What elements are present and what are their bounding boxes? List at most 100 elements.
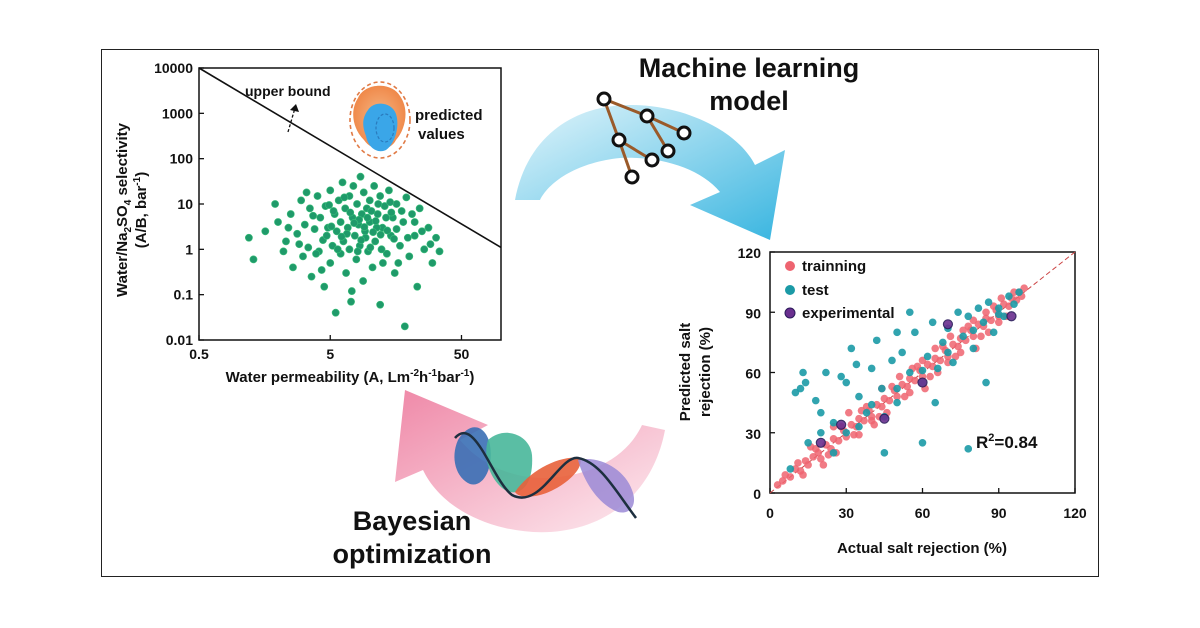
chart2-point-test — [817, 428, 825, 437]
chart1-point — [326, 186, 335, 195]
chart2-point-test — [905, 308, 914, 317]
chart2-point-experimental — [879, 413, 890, 424]
chart1-point — [418, 227, 426, 236]
chart1-ylabel-line1: Water/Na2SO4 selectivity — [114, 122, 134, 297]
chart2-point-training — [786, 473, 795, 481]
chart1-ylabel-line2: (A/B, bar-1) — [132, 172, 150, 248]
chart2-point-training — [951, 352, 960, 361]
chart1-point — [366, 243, 375, 252]
chart1-point — [332, 227, 341, 236]
legend-label-training: trainning — [802, 258, 866, 275]
chart1-point — [382, 213, 390, 222]
chart1-ytick-label: 0.01 — [166, 332, 193, 348]
chart1-point — [289, 263, 297, 272]
chart2-point-training — [969, 332, 978, 341]
r2-annotation: R2=0.84 — [976, 432, 1038, 452]
chart2-point-test — [931, 398, 940, 407]
chart2-xtick-label: 30 — [838, 505, 854, 521]
chart1-point — [279, 247, 288, 256]
chart1-point — [367, 207, 376, 215]
chart2-point-test — [984, 298, 993, 307]
chart2-ytick-label: 120 — [738, 245, 762, 261]
chart1-point — [390, 269, 399, 277]
chart2-point-experimental — [942, 319, 954, 330]
chart1-point — [428, 259, 437, 267]
chart1-point — [359, 277, 368, 285]
chart2-point-test — [822, 368, 830, 377]
chart2-point-test — [880, 449, 889, 457]
chart1-point — [282, 237, 290, 246]
chart1-point — [377, 245, 386, 254]
chart2-point-training — [954, 342, 962, 351]
chart1-point — [373, 210, 382, 218]
chart-parity: 0 30 60 90 120 0 30 60 90 120 trainning test exp… — [677, 245, 1087, 557]
figure-frame — [101, 49, 1099, 577]
chart1-point — [349, 182, 358, 190]
chart2-xtick-label: 120 — [1063, 505, 1087, 521]
chart2-point-test — [989, 328, 998, 337]
chart1-point — [333, 245, 342, 254]
chart2-point-test — [837, 372, 845, 381]
chart2-point-training — [860, 416, 868, 425]
chart2-ytick-label: 0 — [753, 486, 761, 502]
chart1-point — [385, 186, 393, 195]
chart2-point-training — [834, 436, 843, 445]
chart2-point-test — [829, 449, 838, 457]
chart2-point-training — [987, 316, 995, 325]
chart1-ytick-label: 100 — [170, 151, 194, 167]
chart2-point-training — [900, 392, 909, 401]
chart2-point-training — [982, 308, 990, 317]
chart1-point — [359, 188, 368, 197]
chart1-point — [271, 200, 279, 208]
chart2-point-test — [811, 396, 820, 405]
chart2-point-experimental — [917, 377, 928, 388]
chart2-point-test — [1015, 288, 1023, 296]
chart2-point-test — [979, 318, 988, 327]
chart1-ytick-label: 1 — [185, 241, 193, 257]
chart1-point — [413, 282, 422, 291]
chart1-point — [397, 207, 406, 215]
chart2-point-training — [969, 316, 978, 325]
legend-marker-test — [785, 285, 795, 295]
chart2-point-test — [918, 366, 927, 375]
chart2-point-experimental — [836, 419, 847, 430]
chart2-point-test — [954, 308, 962, 317]
chart2-point-test — [1005, 292, 1013, 300]
chart2-point-test — [867, 364, 876, 373]
chart2-point-test — [888, 356, 896, 365]
chart2-point-training — [918, 356, 927, 365]
chart2-point-test — [842, 378, 851, 387]
chart1-point — [365, 196, 374, 205]
chart1-ytick-label: 10 — [177, 196, 193, 212]
chart1-point — [386, 198, 395, 207]
chart1-ytick-label: 10000 — [154, 60, 193, 76]
chart1-ytick-label: 0.1 — [174, 287, 194, 303]
chart1-point — [432, 233, 440, 242]
chart1-point — [313, 192, 322, 200]
chart2-point-test — [791, 388, 800, 397]
chart1-point — [376, 192, 385, 200]
chart1-xtick-label: 50 — [454, 346, 470, 362]
chart2-point-test — [893, 328, 901, 337]
chart2-point-training — [804, 461, 812, 469]
chart2-point-test — [855, 422, 863, 431]
chart1-point — [249, 255, 258, 264]
chart1-point — [284, 223, 293, 232]
chart2-point-test — [872, 336, 881, 345]
chart1-point — [347, 287, 356, 295]
chart1-point — [309, 211, 317, 220]
chart1-point — [405, 252, 414, 261]
chart1-point — [382, 249, 391, 258]
chart2-point-test — [842, 428, 851, 437]
chart2-point-training — [956, 348, 965, 357]
chart2-point-test — [949, 358, 957, 367]
chart2-point-training — [817, 455, 825, 463]
chart1-point — [326, 259, 335, 267]
legend-marker-experimental — [784, 307, 796, 319]
chart2-point-test — [969, 344, 978, 353]
chart1-xlabel: Water permeability (A, Lm-2h-1bar-1) — [226, 368, 475, 386]
chart2-point-training — [911, 376, 919, 385]
chart1-point — [387, 208, 396, 217]
chart1-point — [415, 204, 424, 213]
chart2-point-training — [819, 461, 828, 469]
